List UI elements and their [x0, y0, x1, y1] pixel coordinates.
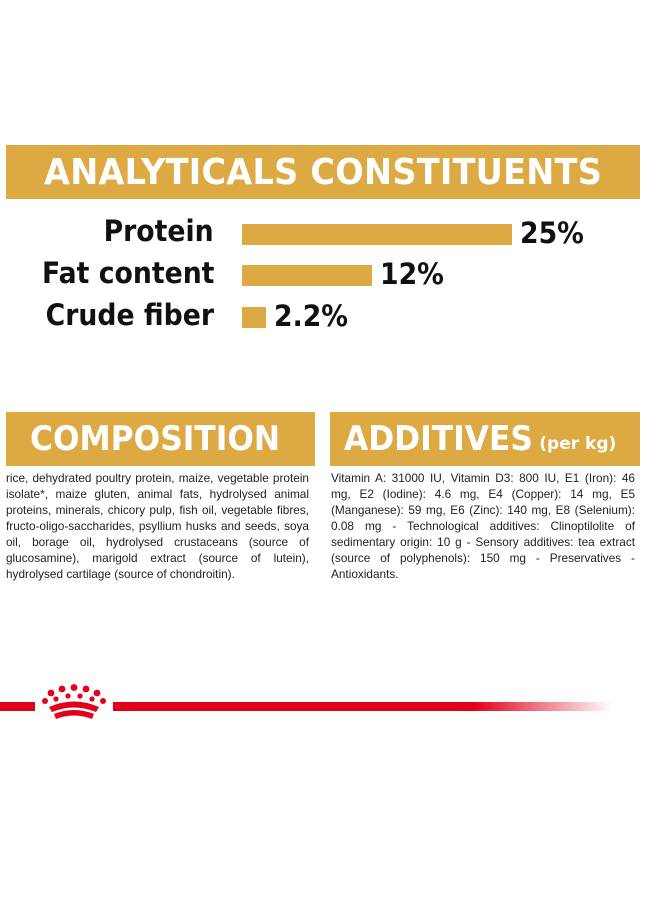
nutrient-bar-fiber: [242, 307, 266, 328]
additives-text: Vitamin A: 31000 IU, Vitamin D3: 800 IU,…: [331, 471, 635, 581]
royal-canin-crown-icon: [42, 684, 106, 719]
nutrient-bar-protein: [242, 224, 512, 245]
nutrient-bar-fat: [242, 265, 372, 286]
nutrient-value-protein: 25%: [520, 216, 584, 250]
additives-title: ADDITIVES: [344, 419, 533, 459]
composition-title: COMPOSITION: [30, 419, 281, 459]
additives-unit: (per kg): [539, 434, 617, 454]
nutrient-label-fiber: Crude fiber: [45, 298, 214, 332]
composition-text: rice, dehydrated poultry protein, maize,…: [6, 471, 309, 581]
analytics-banner: ANALYTICALS CONSTITUENTS: [6, 145, 640, 199]
footer-red-line-left: [0, 702, 35, 711]
analytics-title: ANALYTICALS CONSTITUENTS: [43, 151, 603, 193]
nutrient-value-fat: 12%: [379, 257, 444, 291]
nutrient-label-fat: Fat content: [41, 256, 214, 290]
nutrient-label-protein: Protein: [103, 214, 214, 248]
composition-banner: COMPOSITION: [6, 412, 315, 466]
additives-banner: ADDITIVES (per kg): [330, 412, 640, 466]
footer-red-line-right: [113, 702, 613, 711]
nutrient-value-fiber: 2.2%: [274, 299, 349, 333]
